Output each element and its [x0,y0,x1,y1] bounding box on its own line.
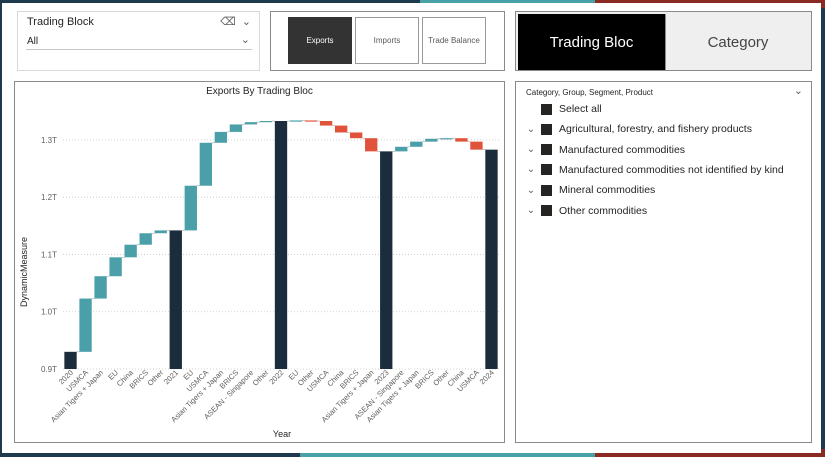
slicer-title: Trading Block [27,16,94,28]
checkbox[interactable] [541,164,552,176]
expand-chevron-icon[interactable]: ⌄ [526,144,536,156]
measure-button-group: Exports Imports Trade Balance [270,11,505,71]
checkbox[interactable] [541,123,552,135]
view-toggle: Trading Bloc Category [515,11,812,71]
dropdown-value: All [27,36,39,47]
chevron-down-icon[interactable]: ⌄ [793,85,803,97]
category-slicer: Category, Group, Segment, Product ⌄ Sele… [515,81,812,443]
category-item-label: Other commodities [559,204,648,217]
increase-bar[interactable] [154,230,167,234]
y-tick-label: 1.2T [41,193,57,202]
x-tick-label: 2021 [162,368,180,386]
category-item-label: Select all [559,103,602,115]
increase-bar[interactable] [410,141,423,147]
y-tick-label: 1.1T [41,250,57,259]
decrease-bar[interactable] [350,132,363,139]
x-tick-label: Other [146,368,166,388]
increase-bar[interactable] [425,138,438,142]
y-tick-label: 1.0T [41,308,57,317]
expand-chevron-icon[interactable]: ⌄ [526,123,536,135]
category-item-label: Manufactured commodities not identified … [559,163,784,176]
total-bar[interactable] [274,121,288,369]
eraser-icon[interactable]: ⌫ [220,16,236,28]
category-item[interactable]: ⌄ Agricultural, forestry, and fishery pro… [516,121,752,137]
x-tick-label: 2024 [478,368,496,386]
total-bar[interactable] [380,151,393,369]
y-tick-label: 0.9T [41,365,57,374]
trading-block-dropdown[interactable]: All ⌄ [26,34,252,50]
x-tick-label: 2022 [267,368,285,386]
x-tick-label: Other [251,368,271,388]
increase-bar[interactable] [289,120,303,122]
decrease-bar[interactable] [334,125,348,133]
category-item[interactable]: ⌄ Other commodities [516,203,647,219]
chevron-down-icon[interactable]: ⌄ [241,16,251,28]
category-item-label: Manufactured commodities [559,143,686,156]
expand-chevron-icon[interactable]: ⌄ [526,205,536,216]
category-slicer-title: Category, Group, Segment, Product [526,88,654,97]
checkbox[interactable] [541,184,552,196]
exports-button[interactable]: Exports [288,17,352,64]
increase-bar[interactable] [109,257,122,277]
category-item[interactable]: Select all [516,101,602,117]
decrease-bar[interactable] [319,121,333,126]
background-stripe-bottom [0,449,825,457]
increase-bar[interactable] [199,142,212,186]
trade-balance-button[interactable]: Trade Balance [422,17,486,64]
expand-chevron-icon[interactable]: ⌄ [526,184,536,196]
y-tick-label: 1.3T [41,136,57,145]
trading-bloc-tab[interactable]: Trading Bloc [518,14,665,70]
increase-bar[interactable] [184,185,197,231]
category-item-label: Mineral commodities [559,184,656,197]
increase-bar[interactable] [79,298,92,352]
total-bar[interactable] [64,351,77,369]
increase-bar[interactable] [244,122,258,125]
checkbox[interactable] [541,205,552,216]
decrease-bar[interactable] [365,138,378,152]
exports-waterfall-chart: Exports By Trading Bloc 0.9T 1.0T 1.1T 1.2T… [14,81,505,443]
increase-bar[interactable] [139,233,152,245]
report-canvas: Trading Block ⌫ ⌄ All ⌄ Exports Imports … [2,3,821,453]
increase-bar[interactable] [440,138,453,140]
decrease-bar[interactable] [304,120,318,122]
increase-bar[interactable] [259,121,273,123]
category-item-label: Agricultural, forestry, and fishery prod… [559,123,752,136]
checkbox[interactable] [541,144,552,156]
decrease-bar[interactable] [455,138,468,142]
total-bar[interactable] [169,230,182,369]
increase-bar[interactable] [229,124,243,132]
increase-bar[interactable] [214,131,228,143]
decrease-bar[interactable] [470,141,483,150]
trading-block-slicer: Trading Block ⌫ ⌄ All ⌄ [17,11,260,71]
category-item[interactable]: ⌄ Mineral commodities [516,182,655,198]
increase-bar[interactable] [124,244,137,258]
category-item[interactable]: ⌄ Manufactured commodities not identified… [516,162,784,178]
dropdown-chevron-icon: ⌄ [240,34,250,46]
y-axis-label: DynamicMeasure [19,237,29,307]
checkbox[interactable] [541,103,552,115]
increase-bar[interactable] [395,146,408,152]
category-item[interactable]: ⌄ Manufactured commodities [516,142,685,158]
category-tab[interactable]: Category [665,14,810,70]
chart-title: Exports By Trading Bloc [206,86,313,97]
increase-bar[interactable] [94,276,107,299]
expand-chevron-icon[interactable]: ⌄ [526,164,536,176]
x-axis-label: Year [273,429,291,439]
imports-button[interactable]: Imports [355,17,419,64]
total-bar[interactable] [485,149,498,369]
